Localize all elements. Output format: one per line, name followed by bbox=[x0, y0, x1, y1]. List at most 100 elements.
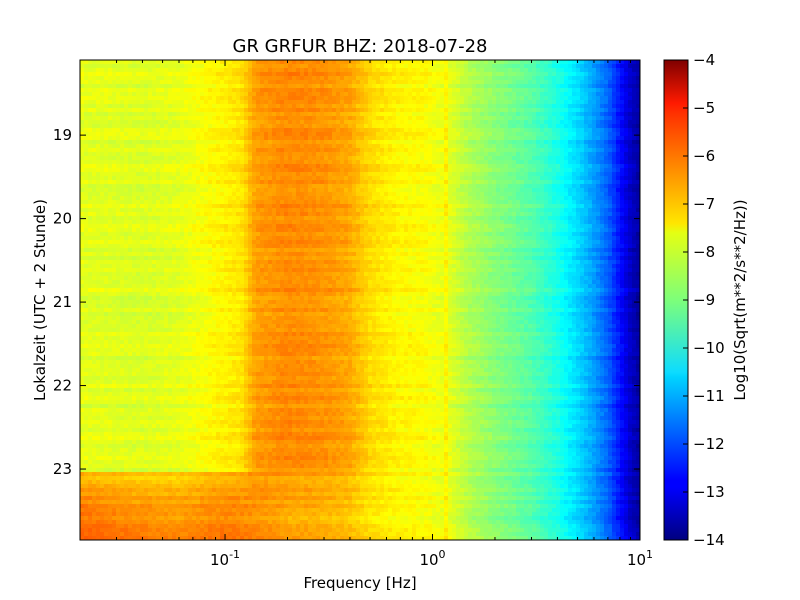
heatmap-cell bbox=[532, 196, 537, 201]
heatmap-cell bbox=[308, 152, 313, 157]
heatmap-cell bbox=[300, 200, 305, 205]
heatmap-cell bbox=[164, 104, 169, 109]
heatmap-cell bbox=[176, 172, 181, 177]
heatmap-cell bbox=[560, 112, 565, 117]
heatmap-cell bbox=[592, 136, 597, 141]
heatmap-cell bbox=[188, 132, 193, 137]
heatmap-cell bbox=[612, 180, 617, 185]
heatmap-cell bbox=[440, 76, 445, 81]
heatmap-cell bbox=[268, 184, 273, 189]
heatmap-cell bbox=[340, 84, 345, 89]
heatmap-cell bbox=[352, 184, 357, 189]
heatmap-cell bbox=[580, 112, 585, 117]
heatmap-cell bbox=[532, 72, 537, 77]
heatmap-cell bbox=[184, 164, 189, 169]
heatmap-cell bbox=[388, 128, 393, 133]
heatmap-cell bbox=[512, 144, 517, 149]
heatmap-cell bbox=[320, 84, 325, 89]
heatmap-cell bbox=[428, 104, 433, 109]
heatmap-cell bbox=[344, 160, 349, 165]
heatmap-cell bbox=[256, 96, 261, 101]
heatmap-cell bbox=[408, 104, 413, 109]
heatmap-cell bbox=[368, 172, 373, 177]
heatmap-cell bbox=[260, 96, 265, 101]
heatmap-cell bbox=[532, 96, 537, 101]
heatmap-cell bbox=[220, 68, 225, 73]
heatmap-cell bbox=[452, 192, 457, 197]
heatmap-cell bbox=[96, 88, 101, 93]
heatmap-cell bbox=[248, 88, 253, 93]
heatmap-cell bbox=[504, 96, 509, 101]
heatmap-cell bbox=[468, 172, 473, 177]
heatmap-cell bbox=[220, 100, 225, 105]
heatmap-cell bbox=[248, 148, 253, 153]
heatmap-cell bbox=[260, 60, 265, 65]
heatmap-cell bbox=[548, 156, 553, 161]
heatmap-cell bbox=[576, 144, 581, 149]
heatmap-cell bbox=[296, 176, 301, 181]
heatmap-cell bbox=[84, 180, 89, 185]
heatmap-cell bbox=[140, 140, 145, 145]
heatmap-cell bbox=[588, 148, 593, 153]
heatmap-cell bbox=[108, 96, 113, 101]
heatmap-cell bbox=[256, 152, 261, 157]
heatmap-cell bbox=[396, 104, 401, 109]
heatmap-cell bbox=[472, 144, 477, 149]
heatmap-cell bbox=[116, 108, 121, 113]
heatmap-cell bbox=[296, 180, 301, 185]
heatmap-cell bbox=[348, 100, 353, 105]
heatmap-cell bbox=[216, 136, 221, 141]
heatmap-cell bbox=[420, 64, 425, 69]
heatmap-cell bbox=[572, 180, 577, 185]
heatmap-cell bbox=[516, 144, 521, 149]
heatmap-cell bbox=[204, 192, 209, 197]
heatmap-cell bbox=[352, 80, 357, 85]
heatmap-cell bbox=[444, 120, 449, 125]
heatmap-cell bbox=[364, 152, 369, 157]
heatmap-cell bbox=[196, 104, 201, 109]
heatmap-cell bbox=[252, 164, 257, 169]
heatmap-cell bbox=[164, 180, 169, 185]
heatmap-cell bbox=[572, 80, 577, 85]
heatmap-cell bbox=[636, 72, 640, 77]
heatmap-cell bbox=[112, 184, 117, 189]
heatmap-cell bbox=[476, 96, 481, 101]
heatmap-cell bbox=[164, 84, 169, 89]
heatmap-row bbox=[80, 196, 640, 201]
heatmap-cell bbox=[236, 152, 241, 157]
heatmap-cell bbox=[608, 108, 613, 113]
heatmap-cell bbox=[136, 152, 141, 157]
heatmap-cell bbox=[120, 136, 125, 141]
heatmap-cell bbox=[284, 120, 289, 125]
heatmap-cell bbox=[484, 176, 489, 181]
heatmap-cell bbox=[624, 96, 629, 101]
heatmap-cell bbox=[456, 172, 461, 177]
heatmap-cell bbox=[80, 132, 85, 137]
heatmap-cell bbox=[176, 88, 181, 93]
heatmap-cell bbox=[240, 156, 245, 161]
heatmap-cell bbox=[184, 188, 189, 193]
heatmap-cell bbox=[300, 104, 305, 109]
heatmap-cell bbox=[244, 116, 249, 121]
heatmap-cell bbox=[116, 92, 121, 97]
heatmap-cell bbox=[628, 168, 633, 173]
heatmap-cell bbox=[220, 196, 225, 201]
heatmap-cell bbox=[364, 176, 369, 181]
heatmap-cell bbox=[480, 188, 485, 193]
heatmap-cell bbox=[268, 116, 273, 121]
heatmap-cell bbox=[292, 100, 297, 105]
heatmap-cell bbox=[476, 180, 481, 185]
heatmap-cell bbox=[284, 72, 289, 77]
heatmap-cell bbox=[164, 136, 169, 141]
heatmap-cell bbox=[196, 180, 201, 185]
heatmap-cell bbox=[516, 152, 521, 157]
heatmap-cell bbox=[324, 144, 329, 149]
heatmap-cell bbox=[180, 128, 185, 133]
heatmap-cell bbox=[472, 140, 477, 145]
heatmap-cell bbox=[260, 196, 265, 201]
heatmap-cell bbox=[636, 104, 640, 109]
heatmap-cell bbox=[620, 180, 625, 185]
heatmap-cell bbox=[320, 68, 325, 73]
heatmap-cell bbox=[544, 84, 549, 89]
heatmap-cell bbox=[536, 160, 541, 165]
